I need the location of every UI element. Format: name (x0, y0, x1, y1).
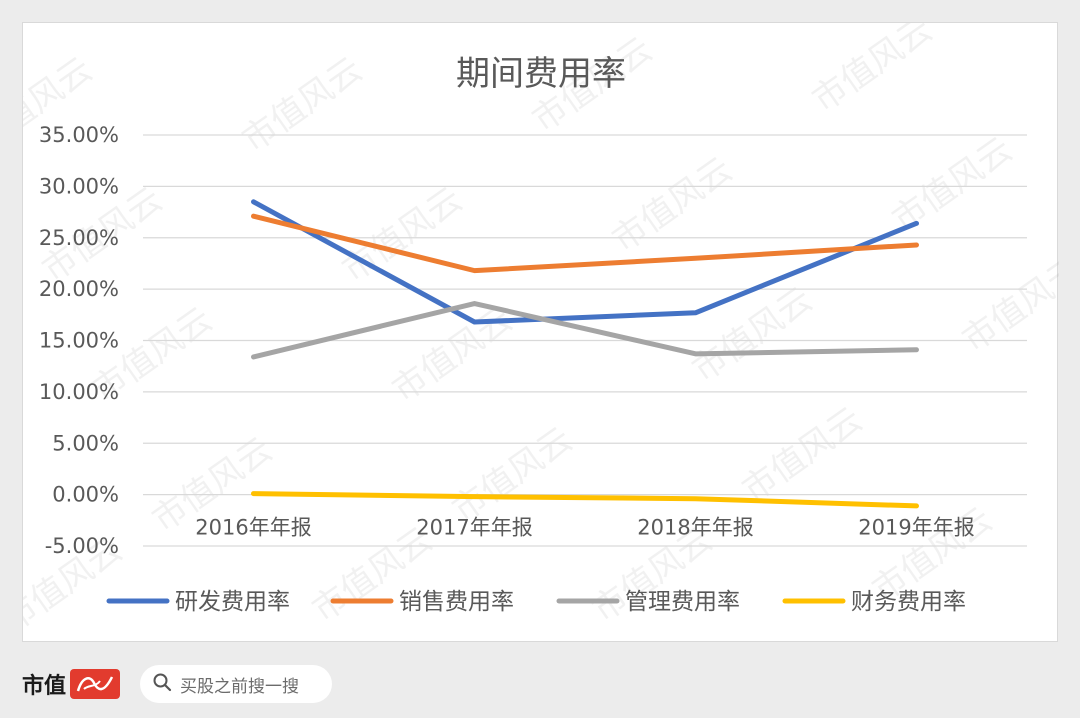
series-line-1 (251, 199, 919, 325)
search-icon (152, 672, 172, 696)
y-tick-label: -5.00% (45, 534, 119, 558)
x-axis-tick-labels: 2016年年报 2017年年报 2018年年报 2019年年报 (195, 516, 974, 540)
y-tick-label: 35.00% (39, 123, 119, 147)
watermark: 市值风云 (805, 23, 939, 120)
watermark: 市值风云 (955, 250, 1059, 361)
legend-label: 销售费用率 (399, 589, 514, 615)
x-tick-label: 2018年年报 (637, 516, 753, 540)
x-tick-label: 2019年年报 (858, 516, 974, 540)
brand-logo: 市值 (22, 664, 121, 704)
y-tick-label: 10.00% (39, 380, 119, 404)
series-line-3 (251, 301, 919, 360)
x-tick-label: 2017年年报 (416, 516, 532, 540)
series-line-4 (251, 491, 919, 509)
watermark: 市值风云 (685, 280, 819, 391)
legend-label: 研发费用率 (175, 589, 290, 615)
series-lines (251, 199, 919, 509)
legend: 研发费用率 销售费用率 管理费用率 财务费用率 (106, 589, 966, 615)
watermark: 市值风云 (335, 180, 469, 291)
y-tick-label: 25.00% (39, 226, 119, 250)
brand-name: 市值 (22, 674, 67, 699)
series-line-2 (251, 213, 919, 274)
watermark: 市值风云 (735, 400, 869, 511)
chart-title: 期间费用率 (456, 54, 626, 94)
search-box[interactable]: 买股之前搜一搜 (140, 665, 332, 703)
y-tick-label: 30.00% (39, 174, 119, 198)
watermark: 市值风云 (235, 50, 369, 161)
legend-label: 管理费用率 (625, 589, 740, 615)
x-tick-label: 2016年年报 (195, 516, 311, 540)
y-axis-tick-labels: 35.00% 30.00% 25.00% 20.00% 15.00% 10.00% 5.00… (39, 123, 119, 558)
y-tick-label: 20.00% (39, 277, 119, 301)
y-tick-label: 15.00% (39, 329, 119, 353)
y-tick-label: 0.00% (52, 483, 119, 507)
chart-card: 市值风云 市值风云 市值风云 市值风云 市值风云 市值风云 市值风云 市值风云 市值风云 市值风云… (22, 22, 1059, 642)
legend-label: 财务费用率 (851, 589, 966, 615)
watermark: 市值风云 (445, 420, 579, 531)
y-tick-label: 5.00% (52, 431, 119, 455)
gridlines (143, 134, 1027, 547)
watermark: 市值风云 (605, 150, 739, 261)
brand-seal (70, 669, 121, 699)
watermark: 市值风云 (385, 300, 519, 411)
watermark: 市值风云 (885, 130, 1019, 241)
search-placeholder: 买股之前搜一搜 (180, 676, 299, 697)
